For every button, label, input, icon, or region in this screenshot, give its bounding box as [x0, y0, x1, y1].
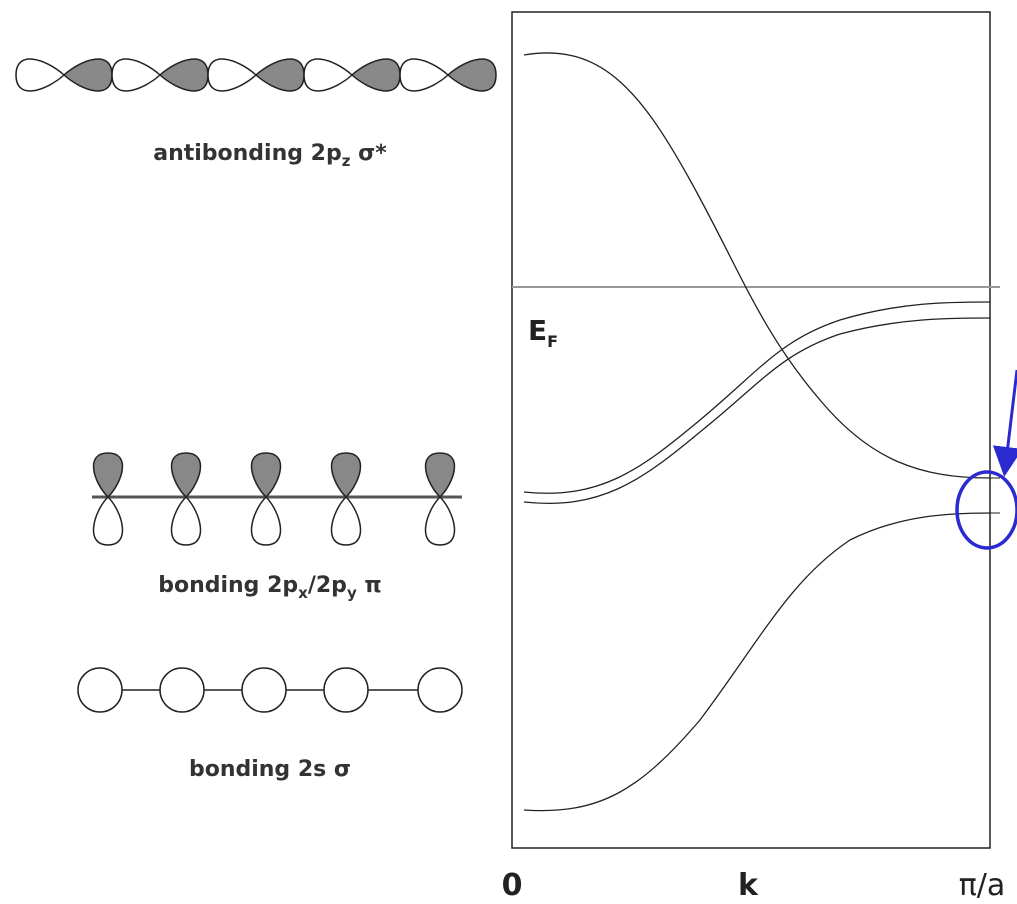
label-part: /2p	[308, 573, 347, 598]
label-part: x	[298, 584, 308, 602]
pi-label: bonding 2px/2py π	[158, 573, 382, 602]
antibonding-orbitals	[16, 59, 496, 91]
fermi-label: EF	[528, 314, 558, 351]
lobe	[160, 59, 208, 91]
plot-frame	[512, 12, 990, 848]
lobe	[112, 59, 160, 91]
diagram: antibonding 2pz σ* bonding 2px/2py π bon…	[0, 0, 1017, 904]
lobe	[332, 453, 361, 497]
axis-end: π/a	[959, 868, 1006, 903]
arrow	[1006, 370, 1017, 462]
pi-band	[524, 302, 990, 493]
axis-label: k	[738, 868, 759, 903]
lobe	[64, 59, 112, 91]
lobe	[400, 59, 448, 91]
lobe	[16, 59, 64, 91]
lobe	[426, 497, 455, 545]
label-part: σ*	[350, 141, 387, 166]
label-part: F	[547, 332, 558, 351]
lobe	[94, 453, 123, 497]
antibonding-band	[524, 53, 990, 478]
lobe	[172, 453, 201, 497]
lobe	[252, 497, 281, 545]
lobe	[304, 59, 352, 91]
label-part: E	[528, 314, 547, 347]
lobe	[94, 497, 123, 545]
lobe	[256, 59, 304, 91]
lobe	[448, 59, 496, 91]
lobe	[332, 497, 361, 545]
lobe	[252, 453, 281, 497]
label-part: π	[357, 573, 382, 598]
label-part: y	[347, 584, 357, 602]
label-part: antibonding 2p	[153, 141, 342, 166]
lobe	[208, 59, 256, 91]
label-part: z	[342, 152, 351, 170]
antibonding-label: antibonding 2pz σ*	[153, 141, 387, 170]
highlight-ellipse	[957, 472, 1017, 548]
lobe	[426, 453, 455, 497]
s-band	[524, 513, 990, 811]
lobe	[352, 59, 400, 91]
pi-band	[524, 318, 990, 503]
label-part: bonding 2p	[158, 573, 298, 598]
lobe	[172, 497, 201, 545]
pi-orbitals	[94, 453, 455, 545]
axis-start: 0	[502, 868, 523, 903]
s-orbitals	[78, 668, 462, 712]
s-label: bonding 2s σ	[189, 757, 351, 782]
